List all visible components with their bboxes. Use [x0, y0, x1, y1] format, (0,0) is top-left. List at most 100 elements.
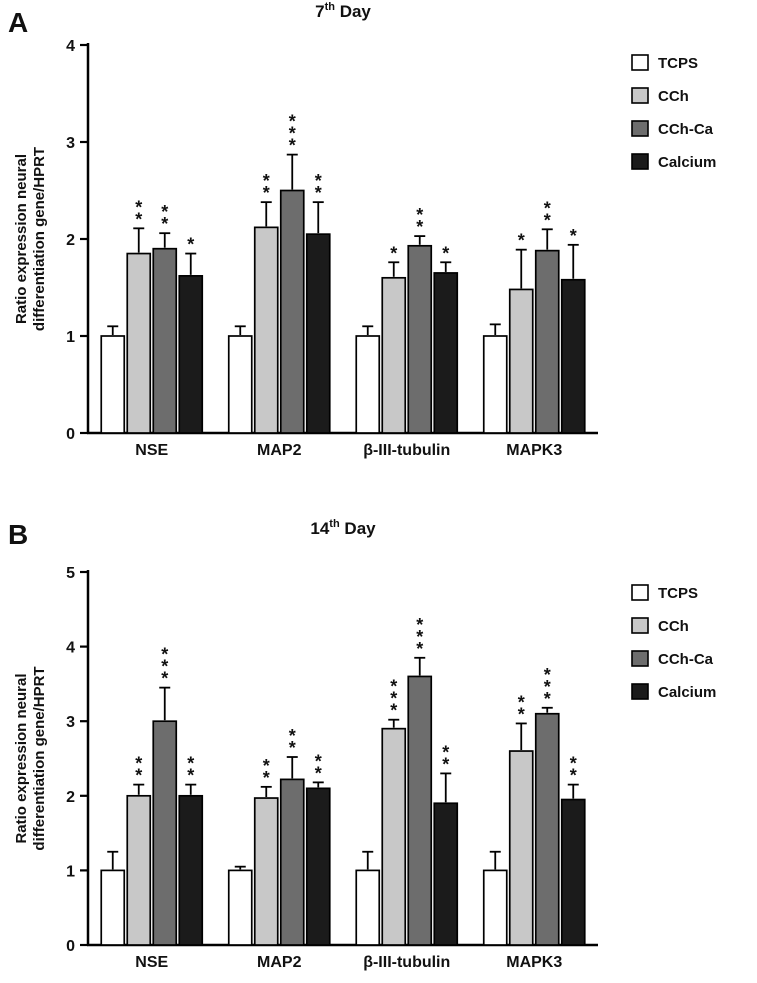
panel-b: B 14th Day 0 1 2 3 4 5 Ratio expression neural di…: [0, 492, 757, 983]
bar-CCh-Ca-β-III-tubulin: [407, 244, 433, 434]
significance-asterisk: *: [289, 726, 296, 746]
significance-asterisk: *: [544, 198, 551, 218]
significance-asterisk: *: [161, 645, 168, 665]
bar-CCh-β-III-tubulin: [381, 727, 407, 946]
chart-title: 7th Day: [315, 1, 371, 21]
significance-asterisk: *: [315, 763, 322, 783]
category-label-0: NSE: [135, 954, 168, 971]
significance-asterisk: *: [390, 243, 397, 263]
y-tick-label: 3: [66, 714, 75, 731]
significance-asterisk: *: [544, 689, 551, 709]
legend-swatch-CCh-Ca: [631, 650, 649, 667]
y-axis-label-line2: differentiation gene/HPRT: [31, 147, 48, 331]
significance-asterisk: *: [263, 756, 270, 776]
y-tick-label: 2: [66, 232, 75, 249]
bar-CCh-Ca-MAPK3: [534, 249, 560, 434]
bar-TCPS-MAP2: [227, 869, 253, 946]
significance-asterisk: *: [390, 689, 397, 709]
significance-asterisk: *: [442, 754, 449, 774]
bar-CCh-MAP2: [253, 226, 279, 434]
y-tick-label: 1: [66, 329, 75, 346]
significance-asterisk: *: [544, 665, 551, 685]
significance-asterisk: *: [544, 677, 551, 697]
significance-asterisk: *: [416, 217, 423, 237]
category-label-1: MAP2: [257, 442, 302, 459]
category-label-3: MAPK3: [506, 954, 562, 971]
significance-asterisk: *: [289, 136, 296, 156]
bar-CCh-NSE: [126, 794, 152, 946]
significance-asterisk: *: [161, 669, 168, 689]
significance-asterisk: *: [518, 692, 525, 712]
significance-asterisk: *: [544, 210, 551, 230]
significance-asterisk: *: [187, 754, 194, 774]
panel-a: A 7th Day 0 1 2 3 4 Ratio expression neural diff…: [8, 1, 716, 459]
bar-TCPS-MAP2: [227, 335, 253, 434]
category-label-3: MAPK3: [506, 442, 562, 459]
significance-asterisk: *: [161, 202, 168, 222]
bar-CCh-Ca-NSE: [152, 247, 178, 434]
legend-swatch-Calcium: [631, 153, 649, 170]
bar-TCPS-NSE: [100, 335, 126, 434]
y-tick-label: 4: [66, 640, 75, 657]
bar-Calcium-β-III-tubulin: [433, 272, 459, 434]
category-label-0: NSE: [135, 442, 168, 459]
y-tick-label: 5: [66, 565, 75, 582]
significance-asterisk: *: [570, 754, 577, 774]
bar-TCPS-β-III-tubulin: [355, 869, 381, 946]
significance-asterisk: *: [289, 738, 296, 758]
significance-asterisk: *: [187, 766, 194, 786]
significance-asterisk: *: [518, 704, 525, 724]
legend-label-TCPS: TCPS: [658, 55, 698, 72]
significance-asterisk: *: [263, 171, 270, 191]
y-axis-label-line1: Ratio expression neural: [13, 673, 30, 843]
bar-CCh-MAP2: [253, 797, 279, 946]
bar-Calcium-MAPK3: [560, 278, 586, 434]
category-label-1: MAP2: [257, 954, 302, 971]
bar-CCh-Ca-MAP2: [279, 778, 305, 946]
significance-asterisk: *: [135, 754, 142, 774]
y-tick-label: 0: [66, 938, 75, 955]
significance-asterisk: *: [390, 677, 397, 697]
category-label-2: β-III-tubulin: [363, 442, 450, 459]
bar-Calcium-MAP2: [305, 233, 331, 434]
significance-asterisk: *: [135, 766, 142, 786]
bar-CCh-Ca-NSE: [152, 720, 178, 946]
y-tick-label: 1: [66, 863, 75, 880]
bar-TCPS-MAPK3: [482, 335, 508, 434]
significance-asterisk: *: [289, 112, 296, 132]
significance-asterisk: *: [416, 627, 423, 647]
y-tick-label: 4: [66, 38, 75, 55]
legend-swatch-TCPS: [631, 54, 649, 71]
legend-swatch-CCh-Ca: [631, 120, 649, 137]
chart-a-svg: A 7th Day 0 1 2 3 4 Ratio expression neural diff…: [8, 1, 716, 459]
y-tick-label: 2: [66, 789, 75, 806]
significance-asterisk: *: [315, 171, 322, 191]
significance-asterisk: *: [263, 183, 270, 203]
bar-Calcium-MAP2: [305, 787, 331, 946]
significance-asterisk: *: [518, 231, 525, 251]
bar-CCh-Ca-MAPK3: [534, 712, 560, 946]
bar-CCh-MAPK3: [508, 750, 534, 946]
legend-swatch-TCPS: [631, 584, 649, 601]
bar-CCh-Ca-MAP2: [279, 189, 305, 434]
bar-Calcium-β-III-tubulin: [433, 802, 459, 946]
bar-TCPS-MAPK3: [482, 869, 508, 946]
bar-CCh-β-III-tubulin: [381, 276, 407, 434]
y-axis-label-line2: differentiation gene/HPRT: [31, 666, 48, 850]
bar-CCh-Ca-β-III-tubulin: [407, 675, 433, 946]
legend-label-CCh: CCh: [658, 618, 689, 635]
legend-label-CCh: CCh: [658, 88, 689, 105]
legend-label-CCh-Ca: CCh-Ca: [658, 121, 714, 138]
category-label-2: β-III-tubulin: [363, 954, 450, 971]
legend-label-CCh-Ca: CCh-Ca: [658, 651, 714, 668]
significance-asterisk: *: [135, 197, 142, 217]
significance-asterisk: *: [442, 243, 449, 263]
significance-asterisk: *: [416, 615, 423, 635]
bar-CCh-MAPK3: [508, 288, 534, 434]
significance-asterisk: *: [390, 701, 397, 721]
y-axis-label-line1: Ratio expression neural: [13, 154, 30, 324]
bar-TCPS-β-III-tubulin: [355, 335, 381, 434]
significance-asterisk: *: [187, 235, 194, 255]
y-tick-label: 0: [66, 426, 75, 443]
